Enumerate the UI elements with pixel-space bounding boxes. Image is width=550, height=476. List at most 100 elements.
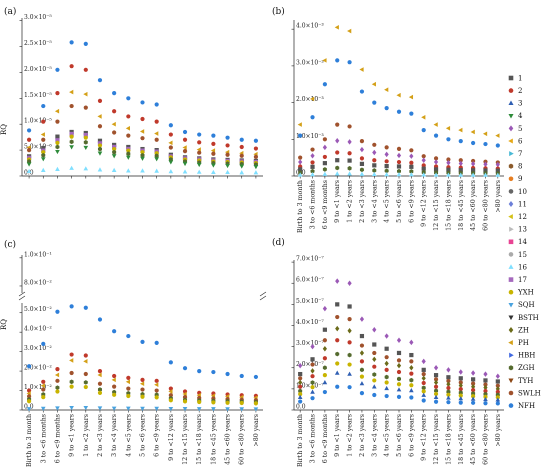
x-tick-label: 4 to <5 years [384, 180, 391, 223]
data-point [433, 122, 438, 127]
data-point [83, 384, 88, 390]
data-point [384, 172, 389, 177]
data-point [298, 133, 303, 138]
data-point [298, 376, 303, 381]
series-ZGH [27, 139, 258, 167]
data-point [458, 380, 463, 385]
legend-label: 8 [518, 163, 522, 171]
x-tick-label: >80 years [495, 180, 502, 213]
data-point [471, 161, 476, 167]
y-tick-label: 4.0×10⁻⁷ [296, 319, 324, 326]
data-point [409, 365, 414, 371]
data-point [359, 350, 365, 356]
data-point [396, 92, 401, 98]
x-tick-label: 3 to <4 years [111, 414, 118, 457]
data-point [495, 389, 500, 394]
data-point [359, 367, 364, 373]
data-point [298, 379, 303, 386]
legend-label: 6 [518, 137, 523, 145]
data-point [310, 172, 315, 177]
data-point [421, 392, 427, 397]
data-point [41, 137, 46, 142]
data-point [97, 114, 102, 119]
data-point [396, 350, 402, 356]
data-point [347, 385, 352, 390]
data-point [359, 167, 364, 173]
data-point [471, 158, 476, 164]
data-point [446, 367, 451, 373]
legend-label: 16 [518, 263, 527, 271]
y-tick-label: 2.5×10⁻⁵ [24, 40, 52, 47]
data-point [140, 406, 145, 411]
data-point [225, 135, 230, 140]
data-point [140, 100, 145, 105]
data-point [446, 395, 451, 400]
series-PH [297, 25, 500, 138]
legend-marker [509, 352, 514, 358]
legend-marker [508, 113, 514, 119]
x-tick-label: 5 to <6 years [396, 414, 403, 457]
data-point [483, 172, 488, 177]
data-point [433, 133, 439, 138]
data-point [483, 396, 488, 402]
data-point [446, 385, 451, 391]
data-point [97, 98, 103, 103]
data-point [335, 384, 340, 389]
legend-item-YXH: YXH [508, 289, 534, 297]
y-tick-label: 1.0×10⁻² [24, 384, 52, 391]
data-point [139, 129, 145, 134]
y-tick-label: 1.5×10⁻⁵ [24, 92, 52, 99]
data-point [458, 376, 463, 381]
x-tick-label: 3 to <6 months [310, 180, 317, 229]
y-tick-label: 8.0×10⁻² [24, 279, 52, 286]
legend-item-11: 11 [508, 200, 527, 208]
data-point [298, 155, 303, 160]
series-SWLH [298, 122, 500, 165]
data-point [421, 375, 426, 382]
data-point [458, 382, 463, 389]
data-point [298, 167, 303, 172]
data-point [83, 166, 89, 171]
data-point [458, 158, 463, 163]
data-point [446, 381, 451, 387]
data-point [310, 96, 315, 102]
legend-item-5: 5 [508, 125, 522, 133]
data-point [495, 397, 501, 402]
data-point [69, 370, 74, 376]
data-point [421, 389, 426, 394]
y-tick-label: 4.0×10⁻² [24, 326, 52, 333]
data-point [83, 135, 88, 140]
legend-marker [508, 277, 514, 282]
panel-label: (d) [272, 237, 285, 248]
data-point [384, 151, 389, 158]
data-point [421, 380, 426, 386]
data-point [335, 361, 340, 366]
data-point [55, 67, 60, 72]
data-point [372, 142, 377, 147]
legend-label: 14 [518, 238, 527, 246]
data-point [347, 60, 352, 65]
x-tick-label: 3 to <4 years [371, 180, 378, 223]
legend-label: 4 [518, 112, 523, 120]
data-point [211, 141, 216, 146]
axis-break-mark [18, 291, 26, 301]
data-point [471, 400, 476, 405]
data-point [253, 154, 259, 159]
data-point [409, 169, 414, 174]
y-tick-label: 2.0×10⁻⁷ [296, 361, 324, 368]
data-point [396, 168, 402, 174]
data-point [239, 170, 245, 175]
data-point [409, 359, 414, 364]
data-point [483, 141, 488, 147]
data-point [55, 166, 60, 171]
data-point [310, 368, 315, 374]
legend-label: 11 [518, 200, 527, 208]
data-point [335, 165, 340, 171]
data-point [421, 128, 426, 133]
legend-marker [508, 75, 514, 81]
data-point [154, 131, 159, 136]
data-point [310, 147, 315, 152]
data-point [154, 168, 159, 173]
data-point [347, 371, 352, 376]
data-point [483, 382, 488, 387]
